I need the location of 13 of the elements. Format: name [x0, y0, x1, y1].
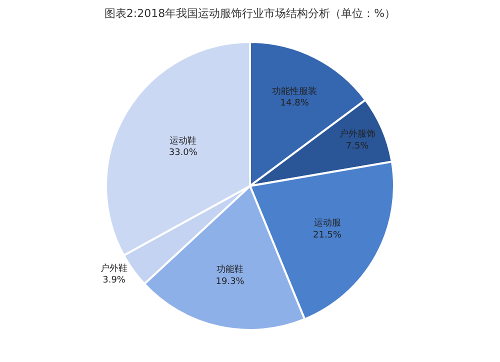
slice-label: 运动服: [314, 218, 341, 229]
data-label: 19.3%: [216, 276, 245, 287]
slice-label: 功能鞋: [216, 264, 244, 276]
slice-label: 运动鞋: [170, 135, 197, 146]
slice-label: 户外鞋: [100, 262, 128, 274]
data-label: 14.8%: [280, 98, 310, 108]
chart-title: 图表2:2018年我国运动服饰行业市场结构分析（单位：%）: [104, 6, 396, 20]
data-label: 7.5%: [346, 141, 370, 152]
data-label: 3.9%: [102, 276, 126, 286]
slice-label: 功能性服装: [272, 86, 318, 97]
data-label: 21.5%: [312, 230, 342, 240]
slice-label: 户外服饰: [339, 128, 376, 140]
data-label: 33.0%: [168, 148, 198, 158]
